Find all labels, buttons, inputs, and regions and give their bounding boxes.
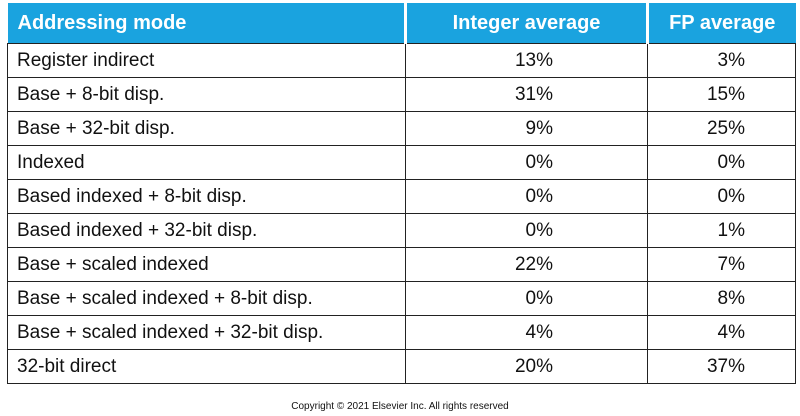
integer-average-cell: 22% (405, 247, 648, 282)
fp-average-cell: 0% (647, 179, 796, 214)
fp-average-cell: 25% (647, 111, 796, 146)
table-row: Base + scaled indexed + 8-bit disp. 0% 8% (7, 281, 796, 316)
table-row: Indexed 0% 0% (7, 145, 796, 180)
integer-average-cell: 31% (405, 77, 648, 112)
table-row: Register indirect 13% 3% (7, 43, 796, 78)
addressing-modes-table: Addressing mode Integer average FP avera… (7, 3, 796, 384)
mode-cell: 32-bit direct (7, 349, 406, 384)
fp-average-cell: 3% (647, 43, 796, 78)
table-row: Base + 32-bit disp. 9% 25% (7, 111, 796, 146)
mode-cell: Base + 32-bit disp. (7, 111, 406, 146)
integer-average-cell: 4% (405, 315, 648, 350)
integer-average-cell: 0% (405, 281, 648, 316)
fp-average-cell: 1% (647, 213, 796, 248)
integer-average-cell: 13% (405, 43, 648, 78)
integer-average-cell: 0% (405, 213, 648, 248)
copyright-notice: Copyright © 2021 Elsevier Inc. All right… (291, 401, 509, 412)
integer-average-cell: 20% (405, 349, 648, 384)
fp-average-cell: 37% (647, 349, 796, 384)
header-addressing-mode: Addressing mode (7, 3, 407, 44)
mode-cell: Base + scaled indexed + 32-bit disp. (7, 315, 406, 350)
table-row: Based indexed + 8-bit disp. 0% 0% (7, 179, 796, 214)
table-row: Base + scaled indexed + 32-bit disp. 4% 4% (7, 315, 796, 350)
mode-cell: Base + scaled indexed (7, 247, 406, 282)
fp-average-cell: 8% (647, 281, 796, 316)
table-row: Based indexed + 32-bit disp. 0% 1% (7, 213, 796, 248)
mode-cell: Base + scaled indexed + 8-bit disp. (7, 281, 406, 316)
fp-average-cell: 7% (647, 247, 796, 282)
fp-average-cell: 0% (647, 145, 796, 180)
mode-cell: Indexed (7, 145, 406, 180)
header-integer-average: Integer average (405, 3, 649, 44)
integer-average-cell: 9% (405, 111, 648, 146)
table-row: Base + 8-bit disp. 31% 15% (7, 77, 796, 112)
fp-average-cell: 15% (647, 77, 796, 112)
mode-cell: Register indirect (7, 43, 406, 78)
integer-average-cell: 0% (405, 179, 648, 214)
mode-cell: Based indexed + 8-bit disp. (7, 179, 406, 214)
table-row: Base + scaled indexed 22% 7% (7, 247, 796, 282)
table-body: Register indirect 13% 3% Base + 8-bit disp.… (7, 43, 796, 384)
header-fp-average: FP average (647, 3, 796, 44)
table-row: 32-bit direct 20% 37% (7, 349, 796, 384)
integer-average-cell: 0% (405, 145, 648, 180)
mode-cell: Based indexed + 32-bit disp. (7, 213, 406, 248)
table-header-row: Addressing mode Integer average FP avera… (7, 3, 796, 44)
fp-average-cell: 4% (647, 315, 796, 350)
mode-cell: Base + 8-bit disp. (7, 77, 406, 112)
